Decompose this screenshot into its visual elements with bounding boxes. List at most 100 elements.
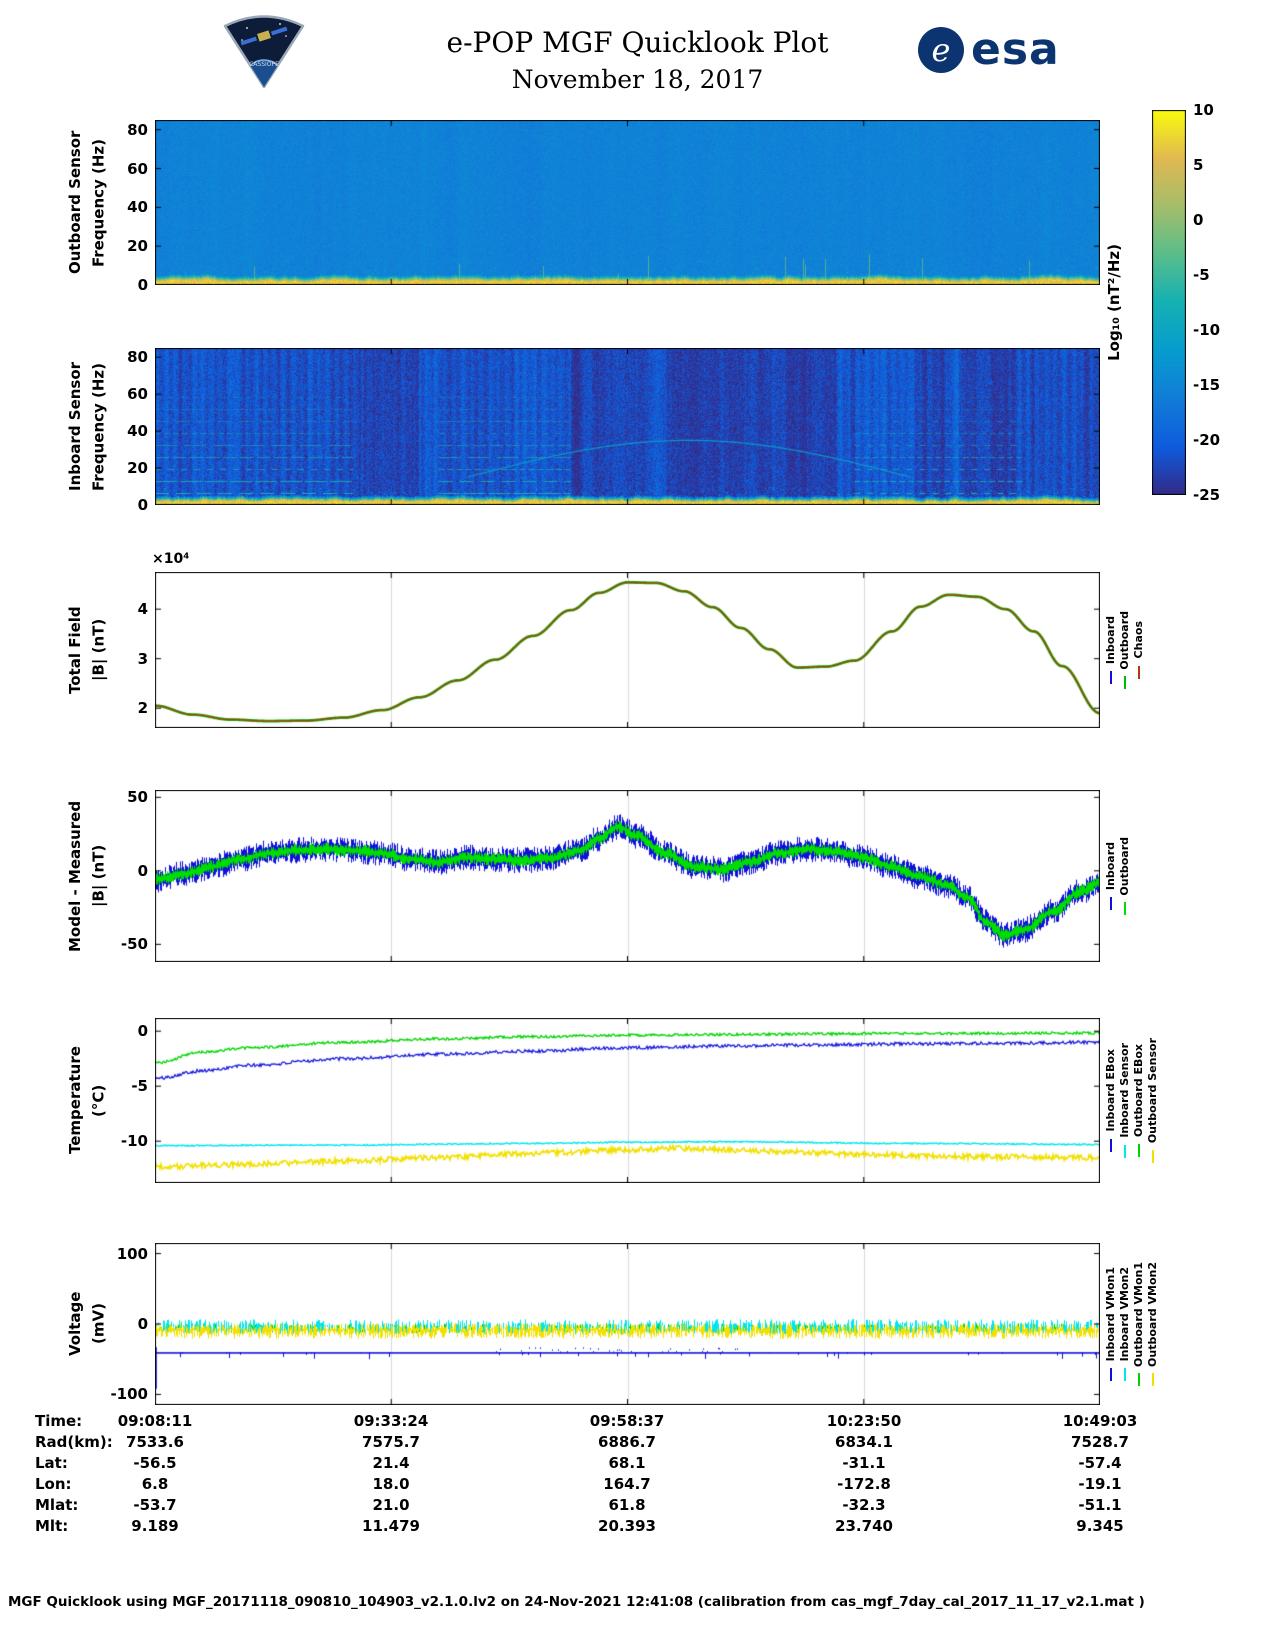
colorbar-tick-label: -20 (1193, 431, 1221, 449)
y-tick-label: 60 (127, 385, 148, 404)
ephemeris-row-label: Lat: (35, 1454, 68, 1472)
legend-key (1123, 1144, 1126, 1158)
page-title: e-POP MGF Quicklook Plot (446, 26, 829, 59)
legend-item: Chaos (1132, 572, 1145, 728)
legend-key (1123, 676, 1126, 690)
voltage-canvas (155, 1243, 1100, 1405)
legend-label: Outboard (1118, 610, 1131, 670)
legend-label: Outboard VMon1 (1132, 1261, 1145, 1367)
colorbar-tick-label: 10 (1193, 101, 1214, 119)
legend-item: Outboard VMon1 (1132, 1243, 1145, 1405)
ephemeris-value: 6886.7 (598, 1433, 656, 1451)
total-field-canvas (155, 572, 1100, 728)
patch-shield (223, 15, 305, 89)
ephemeris-value: -57.4 (1078, 1454, 1122, 1472)
patch-text: CASSIOPE (249, 61, 279, 68)
ephemeris-value: 7528.7 (1071, 1433, 1129, 1451)
inboard-spectrogram-canvas (155, 348, 1100, 505)
y-tick-label: 50 (127, 788, 148, 807)
legend-item: Inboard (1104, 790, 1117, 962)
legend-label: Outboard VMon2 (1146, 1261, 1159, 1367)
panel-inboard-spectrogram: Inboard Sensor Frequency (Hz) 0 20 40 60 80 (0, 348, 1275, 514)
y-tick-label: 40 (127, 198, 148, 217)
y-tick-label: 60 (127, 159, 148, 178)
colorbar: Log₁₀ (nT²/Hz) 10 5 0 -5 -10 -15 -20 -25 (1105, 101, 1272, 504)
ephemeris-value: -56.5 (133, 1454, 177, 1472)
legend-label: Outboard EBox (1132, 1044, 1145, 1137)
esa-logo: e esa (918, 24, 1060, 75)
ephemeris-row: Rad(km): 7533.6 7575.7 6886.7 6834.1 7528.7 (0, 1433, 1275, 1454)
ephemeris-row: Lon: 6.8 18.0 164.7 -172.8 -19.1 (0, 1475, 1275, 1496)
legend-label: Inboard EBox (1104, 1049, 1117, 1132)
ephemeris-value: 21.4 (372, 1454, 410, 1472)
y-tick-label: 0 (137, 1022, 148, 1041)
y-axis-exponent: ×10⁴ (152, 551, 190, 567)
legend-key (1109, 1368, 1112, 1382)
ephemeris-value: -31.1 (842, 1454, 886, 1472)
footer-caption: MGF Quicklook using MGF_20171118_090810_… (8, 1594, 1145, 1610)
legend-key (1151, 1150, 1154, 1164)
colorbar-tick-label: -5 (1193, 266, 1210, 284)
legend-key (1123, 902, 1126, 916)
ephemeris-row-label: Lon: (35, 1475, 72, 1493)
colorbar-gradient (1152, 110, 1186, 495)
y-tick-label: 20 (127, 237, 148, 256)
colorbar-tick-label: 5 (1193, 156, 1204, 174)
ephemeris-value: 09:58:37 (589, 1412, 665, 1430)
ylabel-line: (°C) (89, 1084, 108, 1117)
ephemeris-value: -32.3 (842, 1496, 886, 1514)
legend-item: Outboard Sensor (1146, 1018, 1159, 1183)
ephemeris-row: Mlat: -53.7 21.0 61.8 -32.3 -51.1 (0, 1496, 1275, 1517)
esa-wordmark: esa (971, 24, 1060, 75)
legend-key (1137, 665, 1140, 679)
ephemeris-row: Mlt: 9.189 11.479 20.393 23.740 9.345 (0, 1517, 1275, 1538)
legend-label: Inboard VMon1 (1104, 1266, 1117, 1362)
ephemeris-value: -53.7 (133, 1496, 177, 1514)
panel-voltage: Voltage (mV) 100 0 -100 Inboard VMon1 Inboa… (0, 1243, 1275, 1405)
legend-item: Outboard (1118, 572, 1131, 728)
panel-model-minus-measured: Model - Measured |B| (nT) 50 0 -50 Inboard… (0, 788, 1275, 962)
legend-item: Outboard (1118, 790, 1131, 962)
page-subtitle-date: November 18, 2017 (511, 64, 764, 94)
patch-satellite-icon (240, 26, 288, 46)
legend-item: Inboard VMon1 (1104, 1243, 1117, 1405)
ephemeris-row-label: Rad(km): (35, 1433, 113, 1451)
ephemeris-value: 68.1 (608, 1454, 646, 1472)
ephemeris-value: 11.479 (362, 1517, 420, 1535)
ephemeris-value: -172.8 (837, 1475, 891, 1493)
ephemeris-value: 21.0 (372, 1496, 410, 1514)
legend-item: Inboard Sensor (1118, 1018, 1131, 1183)
legend-label: Outboard (1118, 836, 1131, 896)
panel-outboard-spectrogram: Outboard Sensor Frequency (Hz) 0 20 40 60 80 (0, 120, 1275, 294)
y-tick-label: -50 (120, 935, 148, 954)
ephemeris-row-label: Mlat: (35, 1496, 79, 1514)
y-tick-label: 80 (127, 348, 148, 367)
title-block: e-POP MGF Quicklook Plot November 18, 20… (0, 26, 1275, 94)
colorbar-label-text: Log₁₀ (nT²/Hz) (1105, 244, 1123, 361)
y-tick-label: 80 (127, 120, 148, 139)
outboard-spectrogram-canvas (155, 120, 1100, 285)
ylabel-line: Temperature (66, 1046, 84, 1155)
legend-item: Outboard VMon2 (1146, 1243, 1159, 1405)
legend-label: Inboard VMon2 (1118, 1266, 1131, 1362)
ephemeris-row-label: Time: (35, 1412, 83, 1430)
y-tick-label: -100 (110, 1385, 148, 1404)
legend-item: Inboard (1104, 572, 1117, 728)
ephemeris-row: Time: 09:08:11 09:33:24 09:58:37 10:23:50 10:… (0, 1412, 1275, 1433)
legend-temperature: Inboard EBox Inboard Sensor Outboard EBox O… (1104, 1018, 1159, 1183)
colorbar-tick-label: -15 (1193, 376, 1221, 394)
legend-key (1137, 1143, 1140, 1157)
legend-label: Chaos (1132, 621, 1145, 659)
y-tick-label: 40 (127, 422, 148, 441)
legend-total-field: Inboard Outboard Chaos (1104, 572, 1145, 728)
legend-key (1109, 897, 1112, 911)
model-minus-measured-canvas (155, 790, 1100, 962)
y-tick-label: 3 (137, 649, 148, 668)
y-tick-label: 4 (137, 600, 148, 619)
colorbar-tick-label: -10 (1193, 321, 1221, 339)
y-tick-label: 2 (137, 699, 148, 718)
cassiope-mission-patch-logo: CASSIOPE (223, 15, 305, 89)
ephemeris-value: -51.1 (1078, 1496, 1122, 1514)
legend-label: Inboard (1104, 615, 1117, 665)
